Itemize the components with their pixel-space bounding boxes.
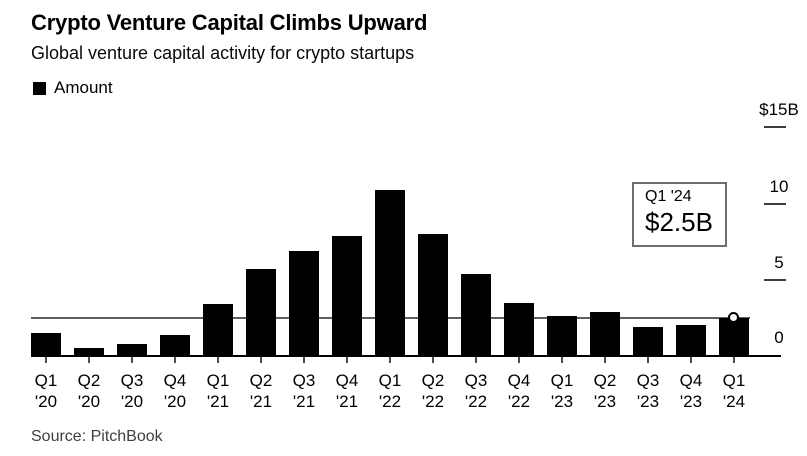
x-axis-label: Q2'21 [249, 371, 273, 411]
x-axis-tick [174, 357, 176, 363]
chart-bar [117, 344, 147, 356]
x-axis-tick [561, 357, 563, 363]
x-axis-label: Q1'22 [378, 371, 402, 411]
source-attribution: Source: PitchBook [31, 428, 163, 445]
x-axis-label: Q1'20 [34, 371, 58, 411]
y-axis-tick [764, 202, 786, 205]
latest-value-callout: Q1 '24 $2.5B [632, 182, 727, 247]
x-axis-tick [432, 357, 434, 363]
x-axis-label: Q2'20 [77, 371, 101, 411]
x-axis-label: Q1'24 [722, 371, 746, 411]
chart-bar [418, 234, 448, 356]
x-axis-label: Q4'21 [335, 371, 359, 411]
chart-bar [676, 325, 706, 356]
chart-bar [547, 316, 577, 356]
chart-bar [504, 303, 534, 356]
legend: Amount [33, 78, 113, 98]
y-axis-label: 10 [769, 176, 789, 196]
x-axis-label: Q3'23 [636, 371, 660, 411]
chart-title: Crypto Venture Capital Climbs Upward [31, 10, 428, 35]
chart-bar [719, 318, 749, 356]
chart-bar [246, 269, 276, 356]
chart-bar [160, 335, 190, 356]
y-axis-tick [764, 278, 786, 281]
x-axis-baseline [31, 355, 781, 357]
callout-period: Q1 '24 [645, 188, 692, 205]
chart-bar [633, 327, 663, 356]
x-axis-label: Q4'20 [163, 371, 187, 411]
x-axis-tick [389, 357, 391, 363]
x-axis-tick [690, 357, 692, 363]
legend-label: Amount [54, 78, 113, 97]
x-axis-tick [475, 357, 477, 363]
latest-point-marker [728, 311, 739, 323]
x-axis-tick [647, 357, 649, 363]
x-axis-label: Q4'22 [507, 371, 531, 411]
callout-value: $2.5B [645, 207, 713, 237]
chart-bar [590, 312, 620, 356]
y-axis-label: $15B [759, 100, 799, 120]
y-axis-label: 5 [774, 252, 784, 272]
chart-bar [461, 274, 491, 356]
x-axis-label: Q2'23 [593, 371, 617, 411]
x-axis-label: Q3'21 [292, 371, 316, 411]
y-axis-label: 0 [774, 328, 784, 347]
x-axis-tick [88, 357, 90, 363]
x-axis-label: Q2'22 [421, 371, 445, 411]
x-axis-label: Q1'23 [550, 371, 574, 411]
chart-bar [31, 333, 61, 356]
x-axis-tick [303, 357, 305, 363]
chart-bar [74, 348, 104, 356]
x-axis-tick [217, 357, 219, 363]
y-axis-tick [764, 126, 786, 129]
chart-bar [289, 251, 319, 356]
chart-bar [375, 190, 405, 356]
x-axis-tick [733, 357, 735, 363]
x-axis-tick [45, 357, 47, 363]
x-axis-tick [604, 357, 606, 363]
x-axis-tick [518, 357, 520, 363]
x-axis-tick [131, 357, 133, 363]
x-axis-label: Q1'21 [206, 371, 230, 411]
x-axis-label: Q4'23 [679, 371, 703, 411]
x-axis-tick [346, 357, 348, 363]
chart-bar [332, 236, 362, 356]
x-axis-label: Q3'20 [120, 371, 144, 411]
chart-bar [203, 304, 233, 356]
x-axis-label: Q3'22 [464, 371, 488, 411]
chart-subtitle: Global venture capital activity for cryp… [31, 43, 415, 63]
x-axis-tick [260, 357, 262, 363]
legend-swatch-icon [33, 81, 46, 95]
